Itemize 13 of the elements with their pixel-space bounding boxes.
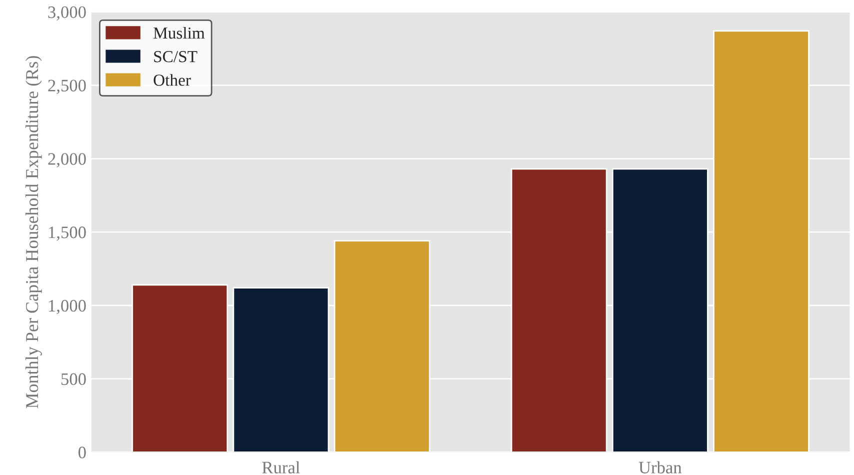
y-tick-label: 3,000 [48,6,86,21]
legend-label: SC/ST [154,51,198,62]
y-tick-label: 2,000 [48,153,86,168]
y-tick-label: 500 [61,373,86,386]
y-axis-title: Monthly Per Capita Household Expenditure (Rs) [25,56,42,408]
legend-label: Other [154,74,191,86]
y-tick-label: 1,000 [48,300,86,314]
y-tick-label: 1,500 [48,226,86,241]
y-tick-label: 0 [78,446,86,458]
y-tick-label: 2,500 [48,80,86,94]
x-tick-label: Rural [262,461,300,474]
x-tick-label: Urban [638,461,682,474]
legend-label: Muslim [154,26,205,39]
